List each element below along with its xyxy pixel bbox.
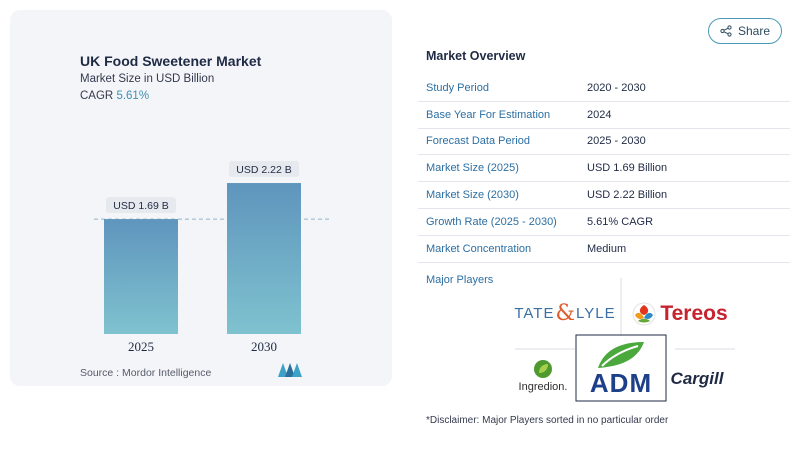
mordor-logo: [278, 363, 302, 377]
major-players-label: Major Players: [426, 274, 494, 286]
row-label: Market Size (2025): [426, 162, 519, 175]
share-button[interactable]: Share: [708, 18, 782, 44]
bar-2025: [104, 219, 178, 334]
row-value: Medium: [587, 242, 627, 255]
overview-table: Study Period 2020 - 2030 Base Year For Es…: [418, 75, 790, 263]
bar-2030: [227, 183, 301, 334]
data-label-2025: USD 1.69 B: [113, 200, 168, 212]
row-label: Study Period: [426, 81, 489, 94]
cagr-label: CAGR: [80, 90, 114, 102]
tereos-emblem-icon: [632, 302, 656, 326]
disclaimer-text: *Disclaimer: Major Players sorted in no …: [426, 415, 669, 426]
overview-row: Base Year For Estimation 2024: [418, 102, 790, 129]
data-label-bg-2030: [229, 161, 299, 178]
cargill-logo: Cargill: [670, 369, 724, 388]
tereos-logo: Tereos: [628, 298, 732, 330]
row-label: Base Year For Estimation: [426, 108, 551, 121]
cagr-value: 5.61%: [116, 90, 150, 102]
ingredion-leaf-icon: [534, 360, 552, 378]
row-value: 2025 - 2030: [587, 135, 646, 148]
bar-chart: USD 1.69 B 2025 USD 2.22 B 2030: [94, 161, 330, 354]
chart-title: UK Food Sweetener Market: [80, 53, 262, 69]
overview-row: Market Concentration Medium: [418, 236, 790, 263]
row-label: Forecast Data Period: [426, 135, 530, 148]
adm-leaf-icon: [598, 342, 644, 368]
tate-lyle-logo: TATE & LYLE: [514, 300, 616, 326]
source-text: Source : Mordor Intelligence: [80, 367, 212, 379]
row-value: USD 2.22 Billion: [587, 189, 668, 202]
share-label: Share: [737, 24, 771, 38]
overview-row: Study Period 2020 - 2030: [418, 75, 790, 102]
row-value: 2024: [587, 108, 612, 121]
data-label-bg-2025: [106, 197, 176, 214]
row-label: Market Size (2030): [426, 189, 519, 202]
row-label: Growth Rate (2025 - 2030): [426, 215, 557, 228]
adm-logo: ADM: [577, 336, 665, 400]
overview-row: Forecast Data Period 2025 - 2030: [418, 129, 790, 156]
share-icon: [720, 25, 732, 37]
x-tick-2025: 2025: [128, 339, 154, 354]
chart-subtitle: Market Size in USD Billion: [80, 73, 215, 85]
overview-row: Market Size (2025) USD 1.69 Billion: [418, 155, 790, 183]
data-label-2030: USD 2.22 B: [236, 164, 291, 176]
chart-card: [10, 10, 392, 386]
row-value: USD 1.69 Billion: [587, 162, 668, 175]
overview-row: Market Size (2030) USD 2.22 Billion: [418, 182, 790, 209]
logo-grid-lines: [515, 278, 735, 402]
row-value: 5.61% CAGR: [587, 215, 654, 228]
row-label: Market Concentration: [426, 242, 532, 255]
overview-title: Market Overview: [426, 49, 526, 63]
x-tick-2030: 2030: [251, 339, 277, 354]
overview-row: Growth Rate (2025 - 2030) 5.61% CAGR: [418, 209, 790, 236]
ingredion-logo: Ingredion.: [512, 356, 574, 396]
cagr-line: CAGR 5.61%: [80, 90, 149, 102]
row-value: 2020 - 2030: [587, 81, 646, 94]
